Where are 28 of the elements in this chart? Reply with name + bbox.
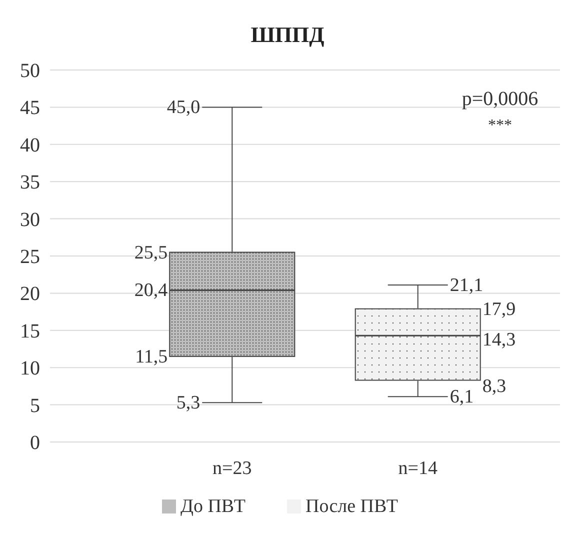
y-tick-label: 40: [20, 134, 40, 156]
annotation: 5,3: [176, 392, 200, 414]
annotation: 20,4: [134, 280, 168, 302]
annotation: 8,3: [482, 376, 506, 398]
annotation: 25,5: [134, 242, 168, 264]
y-tick-label: 10: [20, 358, 40, 380]
y-tick-label: 15: [20, 320, 40, 342]
y-tick-label: 30: [20, 208, 40, 231]
annotation: 11,5: [135, 346, 168, 368]
y-tick-label: 0: [30, 432, 40, 454]
annotation: 6,1: [450, 386, 474, 408]
x-tick-label: n=14: [398, 458, 438, 479]
y-tick-label: 5: [30, 394, 40, 417]
legend-label: До ПВТ: [180, 496, 246, 517]
chart-title: ШППД: [250, 22, 324, 47]
annotation: p=0,0006: [462, 88, 538, 110]
y-tick-label: 50: [20, 60, 40, 82]
y-tick-label: 20: [20, 283, 40, 306]
annotation: 45,0: [166, 97, 200, 118]
x-tick-label: n=23: [212, 458, 252, 479]
annotation: 21,1: [450, 275, 484, 296]
y-tick-label: 45: [20, 97, 40, 120]
legend-label: После ПВТ: [306, 496, 398, 517]
annotation: 14,3: [482, 330, 516, 351]
annotation: 17,9: [482, 298, 516, 320]
y-tick-label: 25: [20, 246, 40, 268]
y-tick-label: 35: [20, 172, 40, 194]
annotation: ***: [488, 117, 512, 134]
